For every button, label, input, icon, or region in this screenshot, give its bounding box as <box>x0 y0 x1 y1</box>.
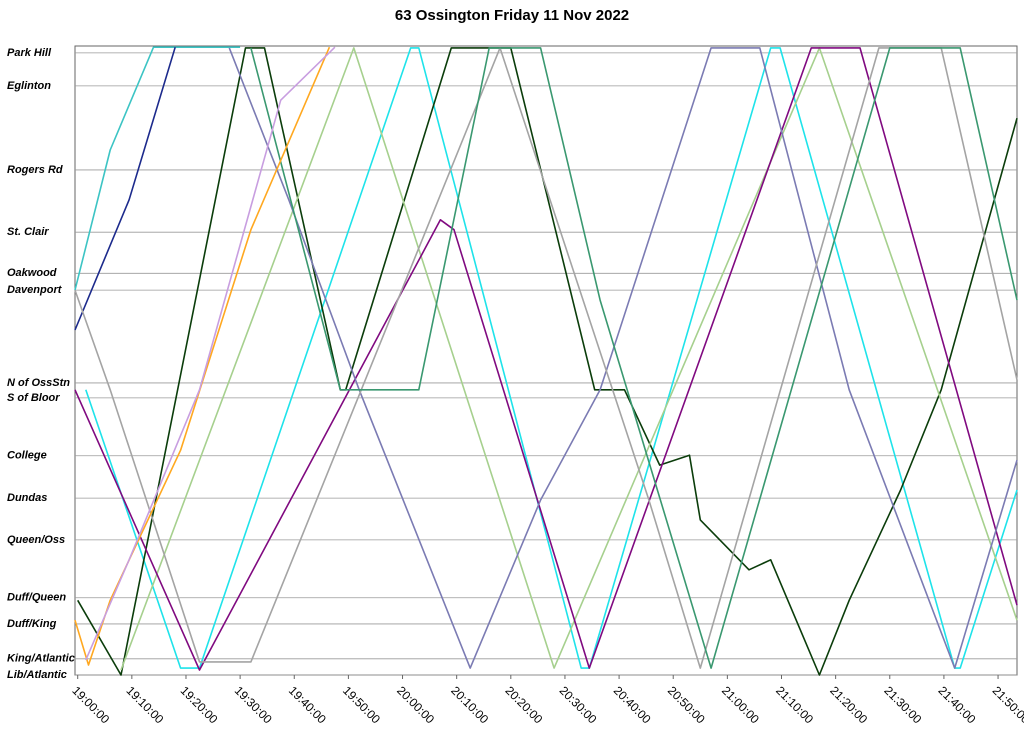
x-tick-label: 20:20:00 <box>502 683 545 726</box>
y-tick-label: Davenport <box>7 284 63 296</box>
vehicle-line <box>250 47 1018 669</box>
y-tick-label: St. Clair <box>7 226 49 238</box>
x-tick-label: 19:20:00 <box>178 683 221 726</box>
vehicle-line <box>77 47 1018 676</box>
y-tick-label: S of Bloor <box>7 392 60 404</box>
x-tick-label: 21:40:00 <box>936 683 979 726</box>
vehicle-line <box>74 47 1018 671</box>
x-tick-label: 19:40:00 <box>286 683 329 726</box>
vehicle-line <box>74 46 241 291</box>
vehicle-line <box>85 47 1018 669</box>
x-tick-label: 19:00:00 <box>69 683 112 726</box>
y-tick-label: Queen/Oss <box>7 534 65 546</box>
vehicle-line <box>85 46 336 661</box>
x-tick-label: 21:00:00 <box>719 683 762 726</box>
y-tick-label: Rogers Rd <box>7 164 63 176</box>
y-tick-label: Oakwood <box>7 267 57 279</box>
x-tick-label: 19:50:00 <box>340 683 383 726</box>
x-tick-label: 20:30:00 <box>557 683 600 726</box>
x-tick-label: 20:00:00 <box>394 683 437 726</box>
y-tick-label: Duff/King <box>7 618 57 630</box>
y-tick-label: King/Atlantic <box>7 653 75 665</box>
vehicle-line <box>120 47 1018 671</box>
vehicle-line <box>74 47 1018 669</box>
y-tick-label: College <box>7 450 47 462</box>
x-tick-label: 20:50:00 <box>665 683 708 726</box>
x-tick-label: 20:40:00 <box>611 683 654 726</box>
x-tick-label: 20:10:00 <box>448 683 491 726</box>
vehicle-line <box>74 46 176 331</box>
x-tick-label: 19:30:00 <box>232 683 275 726</box>
y-tick-label: Eglinton <box>7 80 51 92</box>
x-tick-label: 21:10:00 <box>773 683 816 726</box>
y-tick-label: Dundas <box>7 492 47 504</box>
chart-title: 63 Ossington Friday 11 Nov 2022 <box>395 7 629 24</box>
x-tick-label: 21:30:00 <box>881 683 924 726</box>
x-tick-label: 19:10:00 <box>123 683 166 726</box>
x-tick-label: 21:20:00 <box>827 683 870 726</box>
y-tick-label: Duff/Queen <box>7 592 66 604</box>
vehicle-line <box>74 46 331 666</box>
vehicle-line <box>228 47 1018 669</box>
y-tick-label: Park Hill <box>7 47 52 59</box>
y-tick-label: N of OssStn <box>7 377 70 389</box>
y-tick-label: Lib/Atlantic <box>7 669 67 681</box>
x-tick-label: 21:50:00 <box>990 683 1024 726</box>
plot-frame <box>74 45 1018 676</box>
